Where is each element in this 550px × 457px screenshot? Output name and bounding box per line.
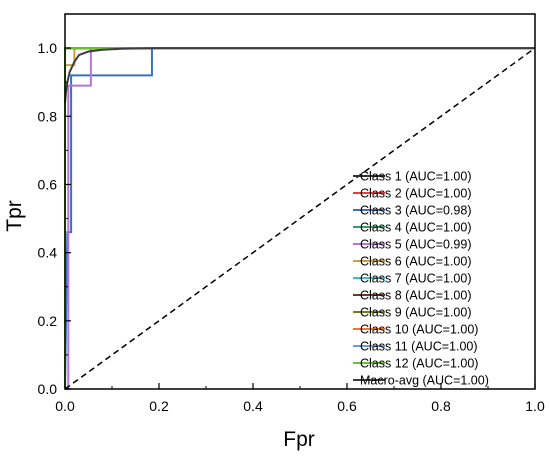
- y-tick-label: 0.8: [38, 108, 58, 124]
- y-tick-label: 0.0: [38, 381, 58, 397]
- y-tick-label: 0.4: [38, 245, 58, 261]
- x-tick-label: 0.4: [243, 398, 263, 414]
- series-line-13: [64, 47, 535, 103]
- legend-label-4: Class 4 (AUC=1.00): [360, 221, 472, 235]
- y-tick-label: 0.6: [38, 176, 58, 192]
- x-tick-label: 0.8: [431, 398, 451, 414]
- legend-label-13: Macro-avg (AUC=1.00): [360, 374, 489, 388]
- y-tick-label: 1.0: [38, 40, 58, 56]
- y-tick-label: 0.2: [38, 313, 58, 329]
- legend-label-5: Class 5 (AUC=0.99): [360, 238, 472, 252]
- x-tick-label: 0.2: [149, 398, 169, 414]
- ticks-layer: 0.0 0.2 0.4 0.6 0.8 1.0 0.0 0.2 0.4 0.6 0.8 1.0: [38, 40, 545, 414]
- legend-label-2: Class 2 (AUC=1.00): [360, 187, 472, 201]
- legend-label-10: Class 10 (AUC=1.00): [360, 323, 478, 337]
- legend-label-6: Class 6 (AUC=1.00): [360, 255, 472, 269]
- reference-diagonal-line: [64, 47, 536, 390]
- legend-label-11: Class 11 (AUC=1.00): [360, 340, 478, 354]
- legend: Class 1 (AUC=1.00) Class 2 (AUC=1.00) Clas…: [353, 170, 489, 388]
- legend-label-3: Class 3 (AUC=0.98): [360, 204, 472, 218]
- legend-label-1: Class 1 (AUC=1.00): [360, 170, 472, 184]
- legend-label-12: Class 12 (AUC=1.00): [360, 357, 478, 371]
- y-axis-title: Tpr: [3, 200, 26, 232]
- x-tick-label: 1.0: [525, 398, 545, 414]
- x-tick-label: 0.6: [337, 398, 357, 414]
- x-axis-title: Fpr: [283, 428, 315, 451]
- x-tick-label: 0.0: [55, 398, 75, 414]
- legend-label-7: Class 7 (AUC=1.00): [360, 272, 472, 286]
- legend-label-8: Class 8 (AUC=1.00): [360, 289, 472, 303]
- legend-label-9: Class 9 (AUC=1.00): [360, 306, 472, 320]
